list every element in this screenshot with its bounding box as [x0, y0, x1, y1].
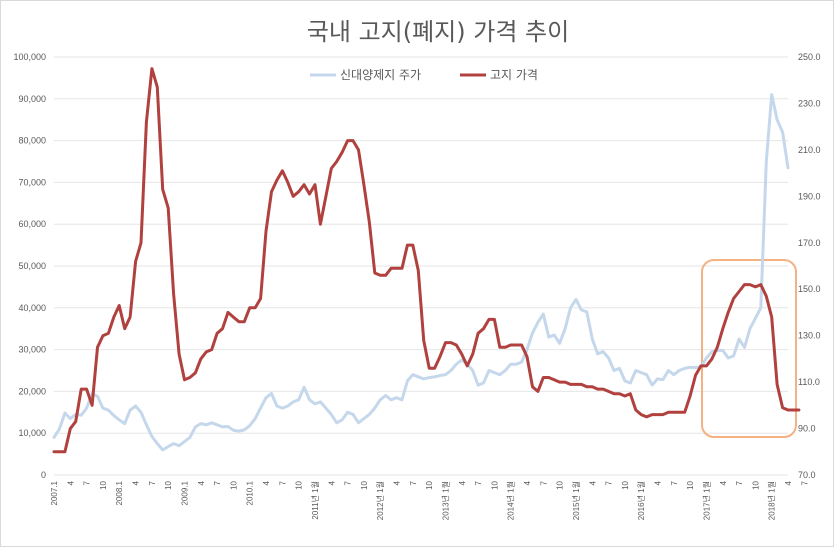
highlight-box — [701, 259, 797, 438]
x-tick-label: 10 — [490, 480, 499, 489]
x-tick-label: 7 — [148, 480, 157, 485]
x-axis-ticks: 2007.1 4 7 10 2008.1 4 7 10 2009.1 4 7 10 2010.1 4 7 10… — [50, 480, 809, 520]
x-tick-label: 4 — [197, 480, 206, 485]
left-tick-label: 90,000 — [18, 94, 46, 104]
x-tick-label: 2011년 1월 — [310, 481, 320, 520]
left-tick-label: 80,000 — [18, 136, 46, 146]
chart-title: 국내 고지(폐지) 가격 추이 — [307, 18, 569, 46]
x-tick-label: 4 — [719, 480, 728, 485]
x-tick-label: 4 — [588, 480, 597, 485]
x-tick-label: 4 — [327, 480, 336, 485]
right-axis-ticks: 70.0 90.0 110.0 130.0 150.0 170.0 190.0 210.0 23… — [798, 52, 821, 480]
x-tick-label: 2009.1 — [180, 480, 189, 505]
x-tick-label: 4 — [523, 480, 532, 485]
x-tick-label: 4 — [784, 480, 793, 485]
x-tick-label: 7 — [800, 480, 809, 485]
x-tick-label: 7 — [409, 480, 418, 485]
x-tick-label: 2014년 1월 — [506, 481, 516, 520]
x-tick-label: 10 — [621, 480, 630, 489]
x-tick-label: 4 — [66, 480, 75, 485]
left-axis-ticks: 0 10,000 20,000 30,000 40,000 50,000 60,000 70,… — [13, 52, 46, 480]
x-tick-label: 10 — [99, 480, 108, 489]
left-tick-label: 0 — [41, 470, 46, 480]
x-tick-label: 10 — [360, 480, 369, 489]
left-tick-label: 50,000 — [18, 261, 46, 271]
right-tick-label: 70.0 — [798, 470, 816, 480]
x-tick-label: 10 — [229, 480, 238, 489]
x-tick-label: 7 — [670, 480, 679, 485]
left-tick-label: 60,000 — [18, 219, 46, 229]
right-tick-label: 190.0 — [798, 191, 821, 201]
x-tick-label: 7 — [278, 480, 287, 485]
x-tick-label: 10 — [164, 480, 173, 489]
left-tick-label: 20,000 — [18, 386, 46, 396]
x-tick-label: 2008.1 — [115, 480, 124, 505]
x-tick-label: 7 — [735, 480, 744, 485]
left-tick-label: 70,000 — [18, 177, 46, 187]
x-tick-label: 4 — [262, 480, 271, 485]
right-tick-label: 110.0 — [798, 377, 820, 387]
right-tick-label: 90.0 — [798, 424, 816, 434]
x-tick-label: 10 — [686, 480, 695, 489]
x-tick-label: 2007.1 — [50, 480, 59, 505]
x-tick-label: 2018년 1월 — [767, 481, 777, 520]
right-tick-label: 150.0 — [798, 284, 821, 294]
x-tick-label: 10 — [295, 480, 304, 489]
right-tick-label: 230.0 — [798, 98, 821, 108]
x-tick-label: 2016년 1월 — [636, 481, 646, 520]
legend: 신대양제지 주가 고지 가격 — [310, 68, 538, 82]
right-tick-label: 130.0 — [798, 331, 821, 341]
left-tick-label: 100,000 — [13, 52, 46, 62]
legend-label-stock: 신대양제지 주가 — [340, 68, 421, 82]
x-tick-label: 4 — [393, 480, 402, 485]
x-tick-label: 2017년 1월 — [701, 481, 711, 520]
x-tick-label: 7 — [474, 480, 483, 485]
gridlines — [54, 56, 788, 476]
x-tick-label: 2010.1 — [246, 480, 255, 505]
x-tick-label: 4 — [132, 480, 141, 485]
x-tick-label: 10 — [556, 480, 565, 489]
series-lines — [52, 67, 801, 454]
x-tick-label: 2012년 1월 — [375, 481, 385, 520]
right-tick-label: 210.0 — [798, 145, 821, 155]
x-tick-label: 7 — [539, 480, 548, 485]
x-tick-label: 10 — [425, 480, 434, 489]
left-tick-label: 10,000 — [18, 428, 46, 438]
legend-label-price: 고지 가격 — [490, 68, 538, 82]
x-tick-label: 7 — [83, 480, 92, 485]
x-tick-label: 7 — [605, 480, 614, 485]
x-tick-label: 7 — [344, 480, 353, 485]
right-tick-label: 250.0 — [798, 52, 821, 62]
x-tick-label: 4 — [654, 480, 663, 485]
series-line-price — [52, 67, 801, 454]
x-tick-label: 2013년 1월 — [440, 481, 450, 520]
left-tick-label: 30,000 — [18, 345, 46, 355]
x-tick-label: 7 — [213, 480, 222, 485]
left-tick-label: 40,000 — [18, 303, 46, 313]
series-line-stock — [52, 93, 790, 452]
x-tick-label: 4 — [458, 480, 467, 485]
x-tick-label: 2015년 1월 — [571, 481, 581, 520]
right-tick-label: 170.0 — [798, 238, 821, 248]
x-tick-label: 10 — [751, 480, 760, 489]
